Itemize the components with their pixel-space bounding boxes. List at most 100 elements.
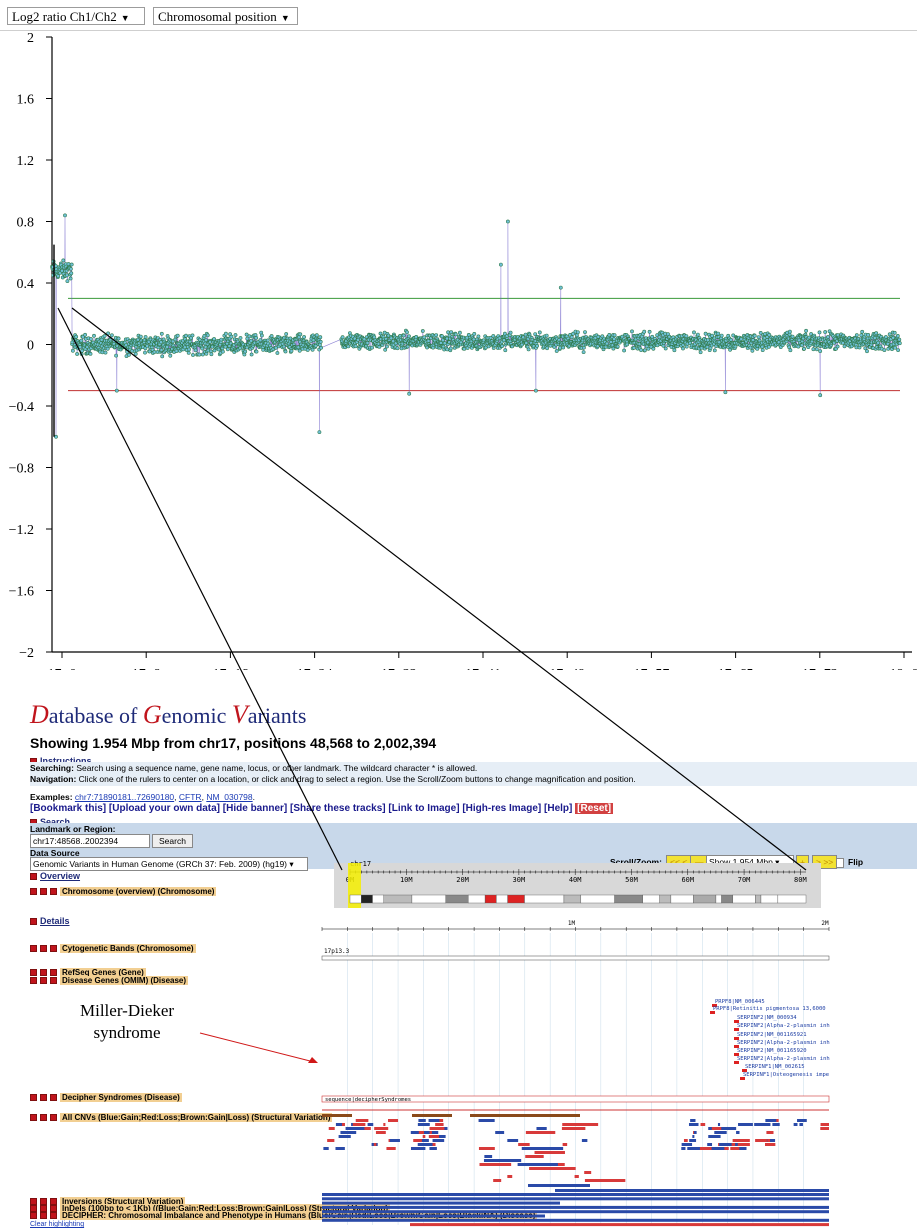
data-point [310,347,315,352]
search-button[interactable]: Search [152,834,193,848]
data-point [476,334,481,339]
data-point [445,336,449,341]
data-point [642,329,647,334]
data-point [60,268,64,273]
data-point [407,391,412,396]
landmark-input[interactable]: chr17:48568..2002394 [30,834,150,848]
data-point [887,332,892,337]
share-tracks-link[interactable]: [Share these tracks] [290,803,386,814]
track-label-omim[interactable]: Disease Genes (OMIM) (Disease) [30,976,189,985]
data-point [818,393,823,398]
data-point [544,333,549,338]
high-res-link[interactable]: [High-res Image] [462,803,542,814]
data-point [733,344,738,349]
data-point [696,332,700,337]
syndrome-annotation: Miller-Dieker syndrome [80,1001,175,1042]
track-label-indels[interactable]: InDels (100bp to < 1Kb) ((Blue:Gain;Red:… [30,1204,391,1213]
data-point [874,331,879,336]
data-point [657,335,662,340]
data-point [249,352,254,357]
track-label-chromosome[interactable]: Chromosome (overview) (Chromosome) [30,887,217,896]
flip-checkbox[interactable] [836,858,844,868]
data-point [457,330,462,335]
data-point [318,339,323,344]
data-point [65,279,70,284]
track-label-refseq[interactable]: RefSeq Genes (Gene) [30,968,146,977]
data-point [71,348,75,353]
data-point [160,354,165,359]
data-point [788,348,793,353]
measure-dropdown[interactable]: Log2 ratio Ch1/Ch2 ▼ [7,7,145,25]
details-toggle[interactable]: Details [30,916,70,926]
data-point [298,332,303,337]
track-label-cytobands[interactable]: Cytogenetic Bands (Chromosome) [30,944,196,953]
data-point [100,350,105,355]
y-tick-label: 0 [27,339,34,354]
data-point [63,213,67,218]
data-point [535,343,540,348]
data-point [78,345,83,349]
reset-link[interactable]: [Reset] [575,803,614,814]
data-point [788,329,792,334]
y-tick-label: 0.4 [17,277,35,292]
data-point [897,341,902,346]
hide-banner-link[interactable]: [Hide banner] [222,803,288,814]
data-point [223,331,228,336]
data-point [159,348,164,352]
data-point [893,345,898,350]
data-point [712,348,717,353]
data-point [892,330,897,335]
data-point [233,333,238,337]
example-link[interactable]: NM_030798 [206,792,253,802]
data-point [505,219,510,224]
data-point [860,329,865,334]
data-point [346,344,351,349]
data-point [876,340,881,345]
data-point [395,346,400,351]
help-link[interactable]: [Help] [544,803,573,814]
track-label-all-cnvs[interactable]: All CNVs (Blue:Gain;Red:Loss;Brown:Gain|… [30,1113,333,1122]
data-source-select[interactable]: Genomic Variants in Human Genome (GRCh 3… [30,857,308,871]
track-label-decipher-syndromes[interactable]: Decipher Syndromes (Disease) [30,1093,182,1102]
example-link[interactable]: CFTR [178,792,202,802]
data-point [385,344,389,349]
data-point [646,346,651,351]
data-point [818,349,823,354]
x-tick-label: 18−0 [890,667,917,670]
data-point [220,349,225,354]
bookmark-link[interactable]: [Bookmark this] [30,803,107,814]
data-point [54,434,58,439]
upload-link[interactable]: [Upload your own data] [108,803,221,814]
link-to-image-link[interactable]: [Link to Image] [388,803,460,814]
examples: Examples: chr7:71890181..72690180, CFTR,… [30,792,255,802]
data-point [283,349,288,354]
data-point [114,353,119,358]
data-point [314,333,319,338]
x-tick-label: 17−49 [549,667,585,670]
data-point [896,348,901,353]
data-point [607,332,612,337]
x-tick-label: 17−73 [802,667,838,670]
data-point [672,348,677,353]
overview-toggle[interactable]: Overview [30,871,80,881]
axis-dropdown[interactable]: Chromosomal position ▼ [153,7,298,25]
clear-highlighting-link[interactable]: Clear highlighting [30,1221,85,1228]
data-point [247,334,252,339]
example-link[interactable]: chr7:71890181..72690180 [74,792,175,802]
data-point [872,335,877,340]
data-point [165,344,170,349]
data-point [526,347,531,352]
data-point [719,333,724,338]
track-label-decipher[interactable]: DECIPHER: Chromosomal Imbalance and Phen… [30,1211,538,1220]
data-point [500,344,505,348]
data-point [92,333,96,338]
track-label-inversions[interactable]: Inversions (Structural Variation) [30,1197,186,1206]
data-point [625,342,630,347]
data-point [710,333,715,338]
log-ratio-plot[interactable]: 2 1.6 1.2 0.8 0.4 0 −0.4 −0.8 −1.2 −1.6 −2 17−0 17−8… [0,30,917,670]
x-tick-label: 17−24 [297,667,333,670]
data-point [756,335,761,340]
data-point [68,276,73,281]
data-point [804,328,809,333]
data-point [69,266,73,271]
